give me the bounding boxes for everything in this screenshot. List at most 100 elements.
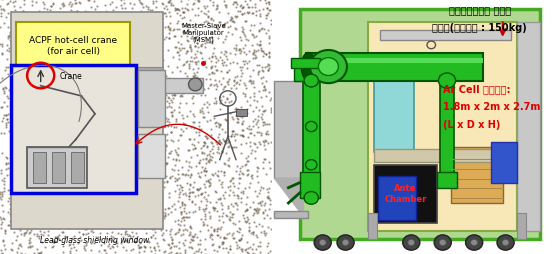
Point xyxy=(160,207,169,211)
Point xyxy=(222,6,231,10)
Point xyxy=(197,192,206,196)
Point xyxy=(126,29,135,33)
Point xyxy=(165,246,174,250)
Point xyxy=(133,117,141,121)
Point xyxy=(174,176,183,180)
Point xyxy=(153,114,162,118)
Point xyxy=(201,237,209,241)
Point xyxy=(36,57,45,61)
Point xyxy=(193,42,202,46)
Point xyxy=(0,171,6,175)
Point xyxy=(202,41,211,45)
Point xyxy=(251,208,260,212)
Point xyxy=(103,40,112,44)
Point xyxy=(45,197,53,201)
Point xyxy=(46,25,55,29)
Point xyxy=(238,171,247,175)
Point xyxy=(104,186,113,190)
Point xyxy=(55,80,63,84)
Point xyxy=(220,236,229,240)
Point xyxy=(13,94,22,98)
Point xyxy=(90,33,99,37)
Point xyxy=(197,61,206,65)
Point xyxy=(193,187,202,191)
Point xyxy=(144,73,153,77)
Point xyxy=(246,141,255,145)
Point xyxy=(53,29,62,33)
Point xyxy=(136,245,145,249)
Point xyxy=(74,100,83,104)
Point xyxy=(212,125,221,129)
Point xyxy=(73,139,82,143)
Point xyxy=(178,64,187,68)
Point xyxy=(0,0,7,2)
Point xyxy=(245,11,254,15)
Point xyxy=(11,162,19,166)
Point xyxy=(30,170,39,174)
Point xyxy=(36,123,45,127)
Point xyxy=(47,245,56,249)
Point xyxy=(159,168,168,172)
Point xyxy=(110,173,119,177)
Point xyxy=(136,71,145,75)
Point xyxy=(182,211,190,215)
Point xyxy=(89,181,97,185)
Circle shape xyxy=(319,240,326,246)
Point xyxy=(116,173,125,177)
Point xyxy=(211,55,219,59)
Point xyxy=(189,143,198,147)
Point xyxy=(114,155,123,159)
Point xyxy=(5,197,14,201)
Point xyxy=(90,148,99,152)
Point xyxy=(237,142,246,147)
Point xyxy=(185,240,194,244)
Point xyxy=(51,235,60,240)
Point xyxy=(120,7,129,11)
Point xyxy=(206,78,214,82)
Point xyxy=(129,247,138,251)
Point xyxy=(31,31,40,36)
Point xyxy=(67,217,76,221)
Point xyxy=(179,228,188,232)
Point xyxy=(76,74,85,78)
Point xyxy=(97,148,106,152)
Point xyxy=(144,8,153,12)
Point xyxy=(65,53,74,57)
Point xyxy=(84,19,92,23)
Point xyxy=(143,89,152,93)
Point xyxy=(257,47,266,51)
Point xyxy=(206,0,215,3)
Point xyxy=(150,176,159,180)
Point xyxy=(177,185,185,189)
Point xyxy=(140,105,149,109)
Point xyxy=(77,218,86,222)
Point xyxy=(33,251,42,254)
Point xyxy=(164,102,173,106)
Point xyxy=(262,14,271,18)
Point xyxy=(43,52,52,56)
Point xyxy=(165,0,174,3)
Point xyxy=(120,239,129,243)
Point xyxy=(177,201,186,205)
Point xyxy=(241,53,250,57)
Point xyxy=(28,244,37,248)
Point xyxy=(33,99,42,103)
Point xyxy=(61,220,70,224)
Point xyxy=(129,234,138,238)
Point xyxy=(217,83,226,87)
Point xyxy=(178,241,187,245)
Point xyxy=(236,105,245,109)
Point xyxy=(3,118,12,122)
Point xyxy=(214,179,223,183)
Point xyxy=(249,51,258,55)
Point xyxy=(62,135,71,139)
Point xyxy=(211,83,220,87)
Point xyxy=(61,234,70,238)
Point xyxy=(174,57,183,61)
Point xyxy=(237,13,246,17)
Point xyxy=(159,231,168,235)
Circle shape xyxy=(337,235,354,250)
Point xyxy=(167,245,176,249)
Point xyxy=(28,67,37,71)
Point xyxy=(32,101,41,105)
